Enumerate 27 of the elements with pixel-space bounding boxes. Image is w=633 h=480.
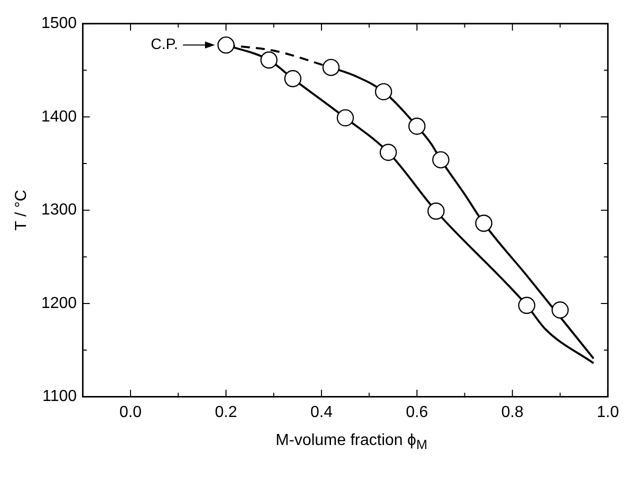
point — [552, 301, 569, 319]
point — [284, 70, 302, 88]
x-axis-title: M-volume fraction ϕ$_{M}$ — [274, 432, 428, 452]
y-tick-label: 1500 — [41, 15, 77, 32]
y-tick-label: 1200 — [41, 294, 77, 312]
x-tick-label: 1.0 — [596, 404, 620, 421]
x-tick-label: 0.4 — [310, 404, 333, 421]
x-tick-label: 0.0 — [119, 404, 142, 421]
y-axis-title: T / °C — [13, 190, 30, 231]
x-tick-label: 0.2 — [214, 404, 238, 421]
point — [380, 144, 397, 161]
annotation: C.P. — [150, 36, 178, 54]
point — [336, 109, 354, 126]
point — [374, 83, 392, 100]
y-tick-label: 1100 — [42, 388, 77, 406]
x-tick-label: 0.8 — [501, 404, 524, 421]
point — [432, 151, 450, 168]
y-tick-label: 1400 — [41, 108, 77, 126]
x-tick-label: 0.6 — [406, 404, 428, 421]
point — [408, 118, 426, 135]
point — [217, 36, 235, 54]
point — [518, 296, 536, 314]
point — [260, 51, 278, 69]
point — [427, 202, 445, 220]
point — [475, 214, 492, 232]
point — [322, 58, 340, 76]
y-tick-label: 1300 — [41, 202, 77, 219]
